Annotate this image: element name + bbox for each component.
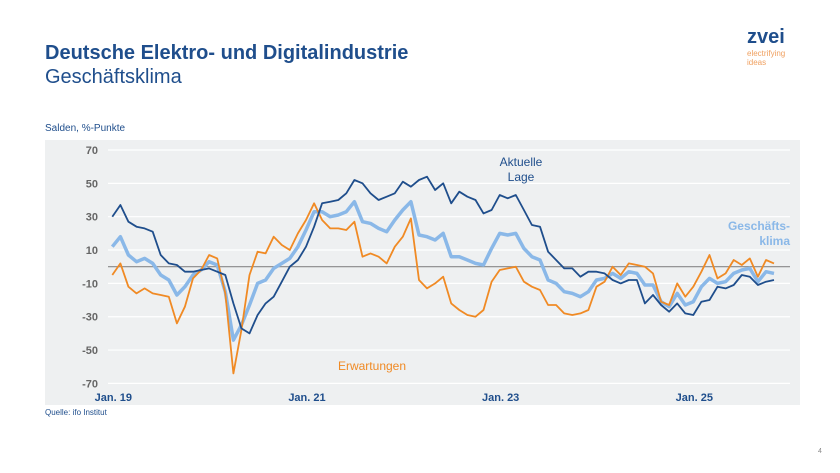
x-tick-label: Jan. 23 [482,392,519,404]
series-line-aktuelle-lage [111,175,775,335]
series-label: Lage [508,170,535,184]
y-tick-label: -70 [82,378,98,390]
x-tick-label: Jan. 19 [95,392,132,404]
y-tick-label: 10 [86,245,98,257]
y-tick-label: 50 [86,178,98,190]
plot-background [45,140,800,405]
y-tick-label: 70 [86,145,98,157]
page-number: 4 [818,448,822,455]
series-label: klima [759,234,790,248]
series-label: Aktuelle [500,155,543,169]
logo-wordmark: zvei [747,26,785,48]
y-tick-label: -50 [82,345,98,357]
x-tick-label: Jan. 21 [288,392,325,404]
page-subtitle: Geschäftsklima [45,66,182,88]
logo-tagline-2: ideas [747,58,767,67]
y-axis-label: Salden, %-Punkte [45,123,126,134]
series-line-erwartungen [111,202,775,375]
source-note: Quelle: ifo Institut [45,408,107,417]
zvei-logo: zvei electrifying ideas [747,26,785,67]
logo-tagline-1: electrifying [747,49,786,58]
y-tick-label: -10 [82,278,98,290]
series-label: Geschäfts- [728,219,790,233]
y-tick-label: -30 [82,312,98,324]
x-tick-label: Jan. 25 [676,392,713,404]
page-title: Deutsche Elektro- und Digitalindustrie [45,42,409,64]
y-tick-label: 30 [86,212,98,224]
series-label: Erwartungen [338,359,406,373]
